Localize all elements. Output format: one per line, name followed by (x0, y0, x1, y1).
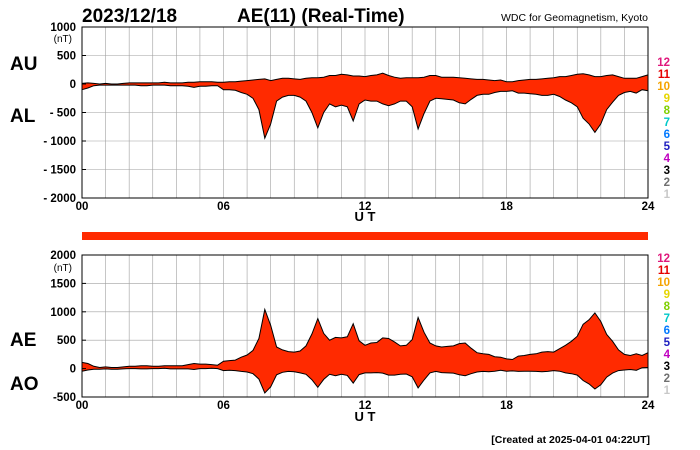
xlabel-au-al: U T (355, 209, 376, 224)
station-count-2: 2 (664, 373, 670, 385)
area-ae-ao (81, 307, 649, 394)
xaxis-au-al: 00 06 12 18 24 (76, 201, 655, 213)
x-tick-label: 00 (76, 400, 89, 412)
station-count-7: 7 (664, 313, 670, 325)
area-au-al (81, 72, 649, 140)
station-count-11: 11 (658, 265, 671, 277)
station-count-12: 12 (657, 253, 670, 265)
station-count-5: 5 (664, 141, 671, 153)
station-count-1: 1 (664, 189, 671, 201)
x-tick-label: 18 (500, 201, 513, 213)
station-count-2: 2 (664, 177, 670, 189)
x-tick-label: 00 (76, 201, 89, 213)
index-title: AE(11) (Real-Time) (237, 6, 405, 27)
station-count-10: 10 (657, 277, 670, 289)
y-tick-label: 1000 (50, 22, 76, 34)
grid-ae-ao (82, 255, 648, 397)
series-label-au: AU (10, 54, 37, 75)
station-count-3: 3 (664, 361, 670, 373)
station-count-8: 8 (664, 301, 671, 313)
station-count-6: 6 (664, 325, 670, 337)
station-count-6: 6 (664, 129, 670, 141)
x-tick-label: 18 (500, 400, 513, 412)
y-tick-label: 500 (57, 335, 76, 347)
unit-ae-ao: (nT) (54, 263, 72, 274)
x-tick-label: 12 (359, 400, 372, 412)
station-count-4: 4 (664, 349, 671, 361)
xaxis-ae-ao: 00 06 12 18 24 (76, 400, 655, 412)
y-tick-label: 2000 (50, 250, 76, 262)
station-count-5: 5 (664, 337, 671, 349)
x-tick-label: 06 (217, 201, 230, 213)
series-label-ae: AE (10, 330, 36, 351)
frame-ae-ao (81, 254, 649, 398)
station-count-7: 7 (664, 117, 670, 129)
series-line-ao (81, 367, 649, 394)
station-count-9: 9 (664, 93, 670, 105)
station-count-11: 11 (658, 69, 671, 81)
unit-au-al: (nT) (54, 34, 72, 45)
series-line-au (81, 72, 649, 85)
y-tick-label: - 1000 (43, 136, 76, 148)
y-tick-label: 0 (70, 79, 76, 91)
station-count-8: 8 (664, 105, 671, 117)
y-tick-label: 500 (57, 51, 76, 63)
created-timestamp: [Created at 2025-04-01 04:22UT] (491, 434, 650, 446)
station-count-1: 1 (664, 385, 671, 397)
y-tick-label: - 500 (50, 108, 76, 120)
x-tick-label: 06 (217, 400, 230, 412)
y-tick-label: - 1500 (43, 165, 76, 177)
series-label-al: AL (10, 106, 36, 127)
series-line-ae (81, 307, 649, 369)
y-tick-label: -500 (53, 392, 76, 404)
station-count-10: 10 (657, 81, 670, 93)
date-title: 2023/12/18 (82, 6, 177, 27)
x-tick-label: 12 (359, 201, 372, 213)
station-count-3: 3 (664, 165, 670, 177)
source-label: WDC for Geomagnetism, Kyoto (501, 12, 648, 24)
y-tick-label: 1500 (50, 278, 76, 290)
yaxis-ae-ao: 2000 1500 1000 500 0 -500 (50, 250, 86, 404)
series-line-al (81, 84, 649, 140)
series-label-ao: AO (10, 374, 39, 395)
x-tick-label: 24 (642, 400, 655, 412)
y-tick-label: 0 (70, 364, 76, 376)
x-tick-label: 24 (642, 201, 655, 213)
station-count-4: 4 (664, 153, 671, 165)
data-status-bar (82, 232, 648, 240)
xlabel-ae-ao: U T (355, 409, 376, 424)
envelope-fill (82, 309, 648, 393)
y-tick-label: - 2000 (43, 193, 76, 205)
station-count-9: 9 (664, 289, 670, 301)
y-tick-label: 1000 (50, 307, 76, 319)
station-count-12: 12 (657, 57, 670, 69)
yaxis-au-al: 1000 500 0 - 500 - 1000 - 1500 - 2000 (43, 22, 86, 205)
